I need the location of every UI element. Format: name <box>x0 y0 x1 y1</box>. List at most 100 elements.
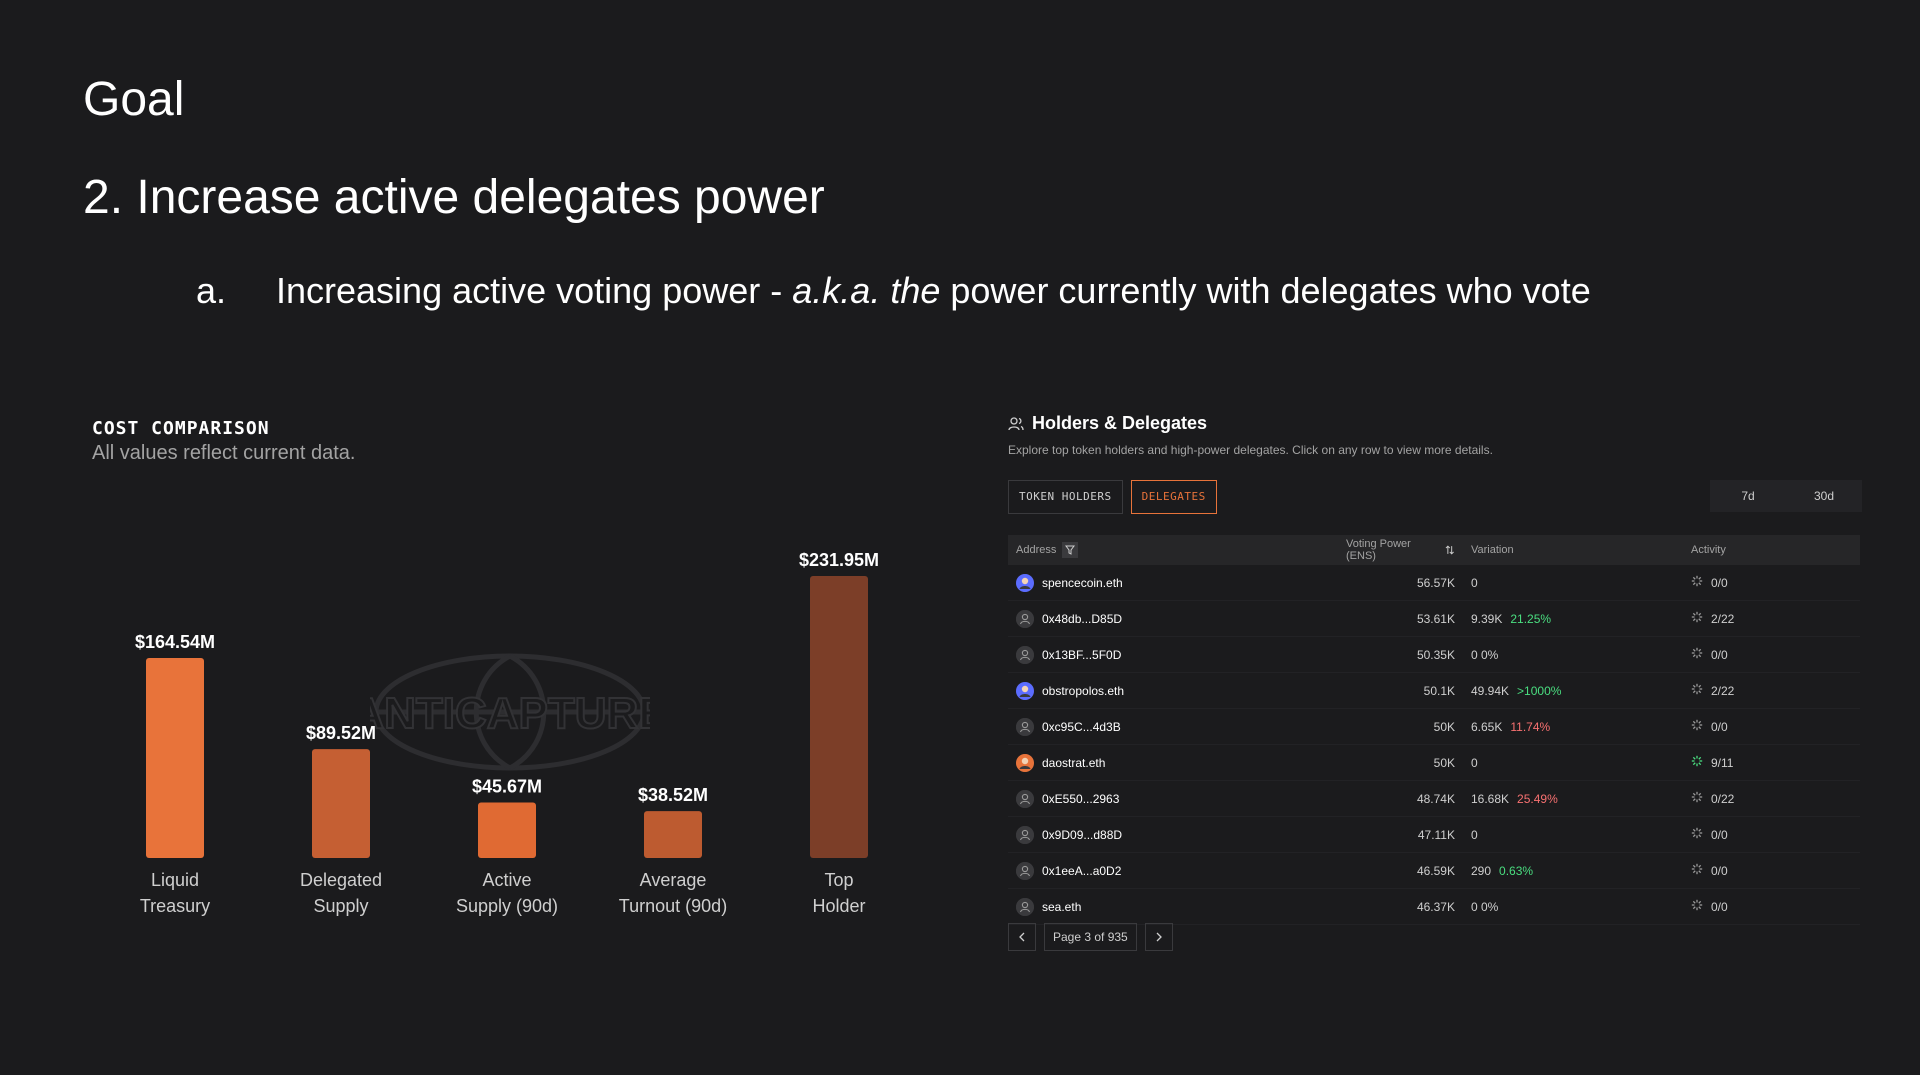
cell-variation: 0 0% <box>1463 900 1683 914</box>
col-address: Address <box>1008 542 1338 558</box>
address-text[interactable]: 0x48db...D85D <box>1042 611 1123 626</box>
watermark-text: ANTICAPTURE <box>370 689 650 738</box>
cell-activity: 2/22 <box>1683 611 1860 626</box>
bar-category-label: Average <box>640 870 707 890</box>
cell-activity: 0/0 <box>1683 647 1860 662</box>
period-30d[interactable]: 30d <box>1813 489 1835 503</box>
activity-icon <box>1691 611 1703 626</box>
slide-bullet: a. Increasing active voting power - a.k.a… <box>196 270 1591 312</box>
avatar-icon <box>1016 897 1034 916</box>
cell-voting-power: 46.59K <box>1416 863 1455 878</box>
table-row[interactable]: spencecoin.eth 56.57K 0 0/0 <box>1008 565 1860 601</box>
cell-voting-power: 50K <box>1433 719 1455 734</box>
avatar-icon <box>1016 789 1034 808</box>
panel-title: Holders & Delegates <box>1032 413 1208 433</box>
cell-activity: 0/0 <box>1683 719 1860 734</box>
address-text[interactable]: 0x1eeA...a0D2 <box>1042 863 1122 878</box>
next-page-button[interactable] <box>1144 923 1173 951</box>
bar-0 <box>146 657 204 858</box>
cell-activity: 0/22 <box>1683 791 1860 806</box>
bar-value-label: $164.54M <box>135 632 215 652</box>
activity-icon <box>1691 719 1703 734</box>
avatar-icon <box>1016 861 1034 880</box>
variation-percent: >1000% <box>1517 683 1562 698</box>
prev-page-button[interactable] <box>1008 923 1036 951</box>
activity-icon <box>1691 791 1703 806</box>
table-row[interactable]: 0xc95C...4d3B 50K 6.65K 11.74% 0/0 <box>1008 709 1860 745</box>
col-activity: Activity <box>1683 544 1860 556</box>
bar-value-label: $231.95M <box>799 550 879 570</box>
variation-value: 0 <box>1471 575 1478 590</box>
bar-4 <box>810 576 868 858</box>
cell-activity: 0/0 <box>1683 863 1860 878</box>
address-text[interactable]: sea.eth <box>1042 899 1082 914</box>
col-voting-power[interactable]: Voting Power (ENS) <box>1338 538 1463 562</box>
cell-activity: 0/0 <box>1683 827 1860 842</box>
table-row[interactable]: 0xE550...2963 48.74K 16.68K 25.49% 0/22 <box>1008 781 1860 817</box>
cell-variation: 290 0.63% <box>1463 864 1683 878</box>
slide-subtitle: 2. Increase active delegates power <box>83 171 825 224</box>
bullet-text-before: Increasing active voting power - <box>276 270 793 311</box>
table-header: Address Voting Power (ENS) Variation Act… <box>1008 535 1860 565</box>
tab-token-holders[interactable]: TOKEN HOLDERS <box>1008 480 1123 514</box>
cell-address: sea.eth <box>1008 897 1338 916</box>
cell-activity: 0/0 <box>1683 899 1860 914</box>
variation-value: 0 <box>1471 827 1478 842</box>
period-7d[interactable]: 7d <box>1741 489 1755 503</box>
bar-1 <box>312 749 370 858</box>
cell-variation: 0 <box>1463 576 1683 590</box>
bar-value-label: $38.52M <box>638 785 708 805</box>
table-row[interactable]: obstropolos.eth 50.1K 49.94K >1000% 2/22 <box>1008 673 1860 709</box>
chevron-left-icon <box>1019 932 1025 942</box>
table-row[interactable]: 0x9D09...d88D 47.11K 0 0/0 <box>1008 817 1860 853</box>
table-row[interactable]: daostrat.eth 50K 0 9/11 <box>1008 745 1860 781</box>
avatar-icon <box>1016 825 1034 844</box>
activity-icon <box>1691 575 1703 590</box>
bullet-text-italic: a.k.a. the <box>792 270 941 311</box>
pagination: Page 3 of 935 <box>1008 923 1173 951</box>
table-row[interactable]: 0x48db...D85D 53.61K 9.39K 21.25% 2/22 <box>1008 601 1860 637</box>
cell-address: 0x1eeA...a0D2 <box>1008 861 1338 880</box>
variation-value: 9.39K <box>1471 611 1503 626</box>
bar-value-label: $45.67M <box>472 776 542 796</box>
cell-variation: 9.39K 21.25% <box>1463 612 1683 626</box>
cell-variation: 0 <box>1463 756 1683 770</box>
sort-icon[interactable] <box>1445 544 1455 556</box>
address-text[interactable]: obstropolos.eth <box>1042 683 1125 698</box>
page-indicator: Page 3 of 935 <box>1044 923 1137 951</box>
address-text[interactable]: spencecoin.eth <box>1042 575 1123 590</box>
cell-voting-power: 46.37K <box>1416 899 1455 914</box>
table-row[interactable]: sea.eth 46.37K 0 0% 0/0 <box>1008 889 1860 925</box>
cell-variation: 16.68K 25.49% <box>1463 792 1683 806</box>
bar-chart: $164.54M Liquid Treasury $89.52M Delegated Su… <box>135 550 879 916</box>
cell-variation: 49.94K >1000% <box>1463 684 1683 698</box>
address-text[interactable]: 0xc95C...4d3B <box>1042 719 1121 734</box>
cell-address: 0xE550...2963 <box>1008 789 1338 808</box>
activity-text: 0/0 <box>1711 647 1728 662</box>
tab-delegates[interactable]: DELEGATES <box>1130 480 1217 514</box>
variation-value: 6.65K <box>1471 719 1503 734</box>
bullet-marker: a. <box>196 270 227 311</box>
variation-value: 49.94K <box>1471 683 1510 698</box>
address-text[interactable]: 0x9D09...d88D <box>1042 827 1123 842</box>
cell-voting-power: 50K <box>1433 755 1455 770</box>
filter-icon[interactable] <box>1062 542 1079 558</box>
variation-value: 0 0% <box>1471 899 1499 914</box>
bar-category-label: Holder <box>812 896 865 916</box>
activity-icon <box>1691 899 1703 914</box>
address-text[interactable]: 0xE550...2963 <box>1042 791 1120 806</box>
cell-variation: 0 <box>1463 828 1683 842</box>
address-text[interactable]: 0x13BF...5F0D <box>1042 647 1122 662</box>
address-text[interactable]: daostrat.eth <box>1042 755 1106 770</box>
activity-text: 2/22 <box>1711 611 1735 626</box>
period-selector: 7d 30d <box>1710 480 1862 512</box>
cell-activity: 9/11 <box>1683 755 1860 770</box>
chart-subtitle: All values reflect current data. <box>92 442 356 464</box>
col-variation: Variation <box>1463 544 1683 556</box>
table-row[interactable]: 0x1eeA...a0D2 46.59K 290 0.63% 0/0 <box>1008 853 1860 889</box>
activity-text: 9/11 <box>1711 755 1734 770</box>
table-row[interactable]: 0x13BF...5F0D 50.35K 0 0% 0/0 <box>1008 637 1860 673</box>
bar-category-label: Treasury <box>140 896 210 916</box>
activity-icon <box>1691 683 1703 698</box>
activity-text: 0/0 <box>1711 827 1728 842</box>
